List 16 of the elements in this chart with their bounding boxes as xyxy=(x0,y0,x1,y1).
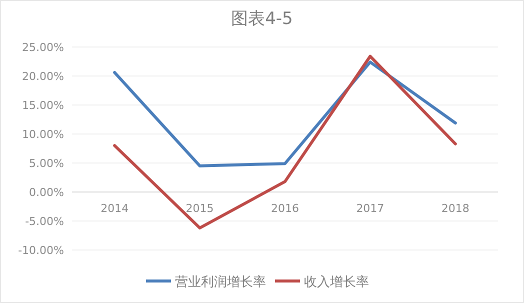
y-tick-label: 25.00% xyxy=(22,41,64,54)
y-tick-label: 20.00% xyxy=(22,70,64,83)
x-tick-label: 2018 xyxy=(441,202,470,215)
y-tick-label: 15.00% xyxy=(22,99,64,112)
y-tick-label: 5.00% xyxy=(29,157,64,170)
chart-title: 图表4-5 xyxy=(231,9,293,29)
y-tick-label: 10.00% xyxy=(22,128,64,141)
y-tick-label: -10.00% xyxy=(18,244,64,257)
y-tick-label: 0.00% xyxy=(29,186,64,199)
x-tick-label: 2015 xyxy=(186,202,214,215)
x-tick-label: 2014 xyxy=(100,202,129,215)
x-tick-label: 2016 xyxy=(271,202,299,215)
y-tick-label: -5.00% xyxy=(25,215,64,228)
legend-label: 营业利润增长率 xyxy=(175,274,266,290)
legend-label: 收入增长率 xyxy=(304,274,369,290)
x-tick-label: 2017 xyxy=(356,202,384,215)
